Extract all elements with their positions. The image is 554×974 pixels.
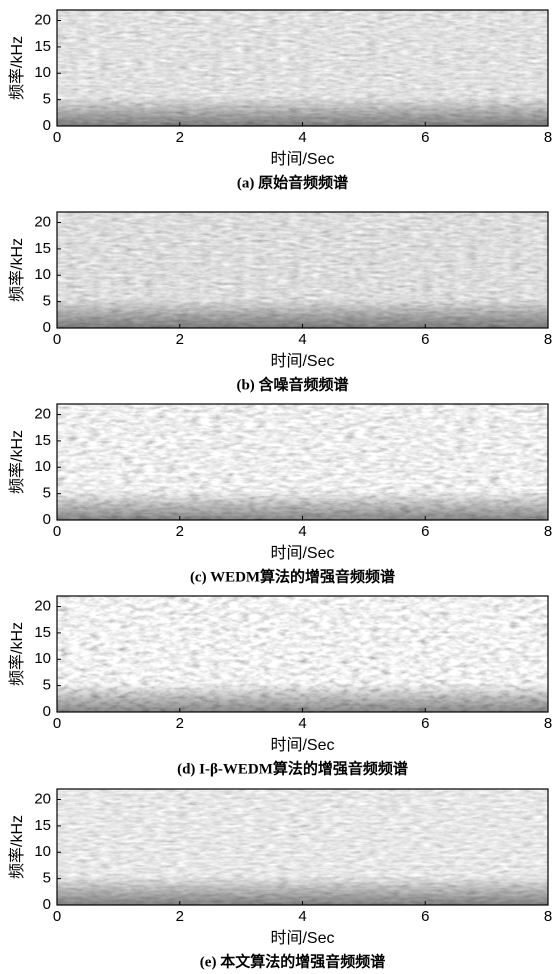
x-axis-label: 时间/Sec	[270, 929, 334, 947]
y-tick-label: 20	[34, 598, 51, 615]
y-tick-label: 0	[43, 319, 51, 336]
x-tick-label: 2	[176, 129, 184, 146]
y-tick-label: 20	[34, 214, 51, 231]
x-tick-label: 0	[53, 908, 61, 925]
y-tick-label: 20	[34, 791, 51, 808]
y-tick-label: 10	[34, 266, 51, 283]
caption: (d) I-β-WEDM算法的增强音频频谱	[177, 759, 408, 777]
x-tick-label: 8	[544, 523, 552, 540]
caption: (e) 本文算法的增强音频频谱	[200, 952, 385, 970]
x-tick-label: 8	[544, 331, 552, 348]
x-tick-label: 8	[544, 715, 552, 732]
y-axis-label: 频率/kHz	[8, 36, 26, 100]
low-band	[57, 789, 548, 905]
x-tick-label: 2	[176, 908, 184, 925]
y-tick-label: 20	[34, 406, 51, 423]
x-tick-label: 6	[421, 129, 429, 146]
caption: (c) WEDM算法的增强音频频谱	[190, 567, 395, 585]
y-tick-label: 5	[43, 870, 51, 887]
x-axis-label: 时间/Sec	[270, 736, 334, 754]
x-tick-label: 6	[421, 715, 429, 732]
y-tick-label: 20	[34, 12, 51, 29]
x-tick-label: 0	[53, 715, 61, 732]
x-tick-label: 2	[176, 331, 184, 348]
y-tick-label: 15	[34, 38, 51, 55]
x-tick-label: 0	[53, 129, 61, 146]
x-tick-label: 4	[298, 331, 306, 348]
y-tick-label: 10	[34, 64, 51, 81]
x-axis-label: 时间/Sec	[270, 544, 334, 562]
y-tick-label: 10	[34, 458, 51, 475]
low-band	[57, 596, 548, 712]
x-tick-label: 6	[421, 331, 429, 348]
x-tick-label: 8	[544, 129, 552, 146]
y-tick-label: 0	[43, 703, 51, 720]
y-tick-label: 10	[34, 843, 51, 860]
y-axis-label: 频率/kHz	[8, 622, 26, 686]
x-tick-label: 6	[421, 908, 429, 925]
y-tick-label: 5	[43, 91, 51, 108]
x-tick-label: 8	[544, 908, 552, 925]
y-tick-label: 15	[34, 624, 51, 641]
y-tick-label: 5	[43, 677, 51, 694]
x-tick-label: 6	[421, 523, 429, 540]
y-tick-label: 5	[43, 293, 51, 310]
y-tick-label: 15	[34, 432, 51, 449]
x-tick-label: 0	[53, 331, 61, 348]
caption: (a) 原始音频频谱	[237, 173, 348, 191]
x-tick-label: 4	[298, 908, 306, 925]
x-axis-label: 时间/Sec	[270, 150, 334, 168]
x-axis-label: 时间/Sec	[270, 352, 334, 370]
y-axis-label: 频率/kHz	[8, 238, 26, 302]
low-band	[57, 10, 548, 126]
y-tick-label: 15	[34, 817, 51, 834]
y-tick-label: 10	[34, 650, 51, 667]
x-tick-label: 2	[176, 523, 184, 540]
x-tick-label: 4	[298, 129, 306, 146]
x-tick-label: 0	[53, 523, 61, 540]
low-band	[57, 212, 548, 328]
y-tick-label: 0	[43, 511, 51, 528]
y-tick-label: 5	[43, 485, 51, 502]
y-tick-label: 0	[43, 117, 51, 134]
caption: (b) 含噪音频频谱	[236, 375, 348, 393]
y-tick-label: 0	[43, 896, 51, 913]
y-axis-label: 频率/kHz	[8, 815, 26, 879]
low-band	[57, 404, 548, 520]
x-tick-label: 4	[298, 523, 306, 540]
y-axis-label: 频率/kHz	[8, 430, 26, 494]
x-tick-label: 2	[176, 715, 184, 732]
x-tick-label: 4	[298, 715, 306, 732]
y-tick-label: 15	[34, 240, 51, 257]
